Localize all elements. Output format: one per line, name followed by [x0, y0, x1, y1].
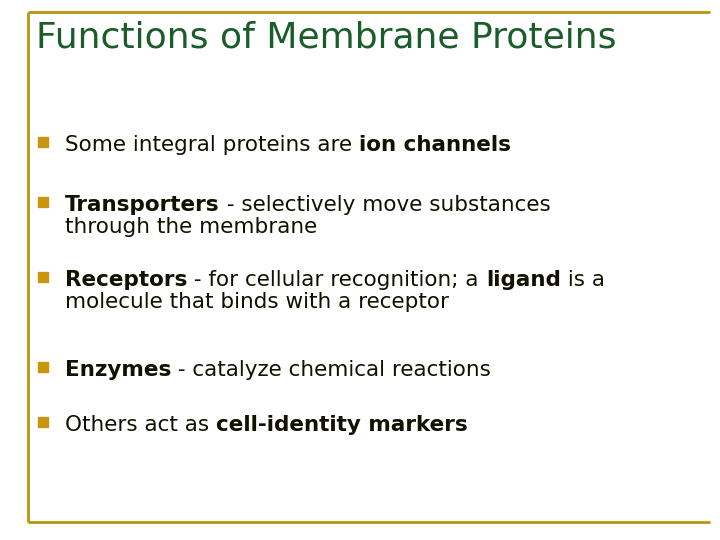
Text: through the membrane: through the membrane: [65, 218, 318, 238]
Text: ligand: ligand: [486, 270, 561, 290]
Text: Transporters: Transporters: [65, 195, 220, 215]
Bar: [38, 272, 48, 282]
Bar: [38, 417, 48, 427]
Text: Functions of Membrane Proteins: Functions of Membrane Proteins: [36, 20, 616, 54]
Text: - catalyze chemical reactions: - catalyze chemical reactions: [171, 360, 491, 380]
Text: cell-identity markers: cell-identity markers: [216, 415, 468, 435]
Text: ion channels: ion channels: [359, 135, 511, 155]
Text: molecule that binds with a receptor: molecule that binds with a receptor: [65, 293, 449, 313]
Text: Others act as: Others act as: [65, 415, 216, 435]
Text: is a: is a: [561, 270, 605, 290]
Bar: [38, 197, 48, 207]
Text: - for cellular recognition; a: - for cellular recognition; a: [187, 270, 486, 290]
Bar: [38, 362, 48, 372]
Text: Some integral proteins are: Some integral proteins are: [65, 135, 359, 155]
Text: Receptors: Receptors: [65, 270, 187, 290]
Bar: [38, 137, 48, 147]
Text: Enzymes: Enzymes: [65, 360, 171, 380]
Text: - selectively move substances: - selectively move substances: [220, 195, 550, 215]
